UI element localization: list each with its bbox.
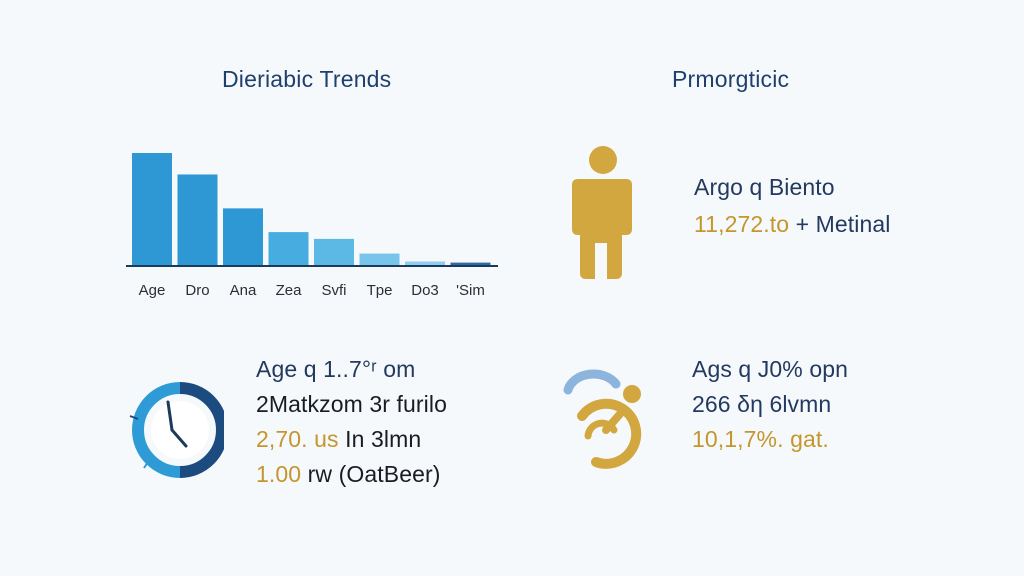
clock-stat-line-2: 2Matkzom 3r furilo bbox=[256, 391, 447, 417]
person-stat-value-line: 11,272.to + Metinal bbox=[694, 211, 890, 238]
bar-3 bbox=[268, 232, 309, 266]
bar-2 bbox=[223, 208, 263, 266]
bar-5 bbox=[359, 253, 400, 266]
clock-stat-line-3: 2,70. us In 3lmn bbox=[256, 426, 421, 453]
x-tick-label-5: Tpe bbox=[367, 282, 393, 299]
mobility-stat-line-2: 266 δη 6lvmn bbox=[692, 391, 832, 417]
bar-1 bbox=[177, 174, 218, 266]
trends-title: Dieriabic Trends bbox=[222, 66, 392, 92]
clock-stat-line-1: Age q 1..7°ʳ om bbox=[256, 356, 416, 382]
clock-icon bbox=[129, 382, 224, 478]
x-tick-label-3: Zea bbox=[276, 282, 303, 299]
person-stat-label: Argo q Biento bbox=[694, 174, 835, 200]
bar-6 bbox=[405, 261, 445, 266]
clock-stat-value-3: 2,70. us bbox=[256, 426, 339, 452]
x-tick-label-0: Age bbox=[139, 282, 166, 299]
bar-0 bbox=[132, 153, 172, 266]
clock-stat-value-4: 1.00 bbox=[256, 461, 302, 487]
x-tick-label-7: 'Sim bbox=[456, 282, 485, 299]
bars-group bbox=[132, 153, 491, 266]
person-icon bbox=[572, 146, 632, 279]
x-axis-labels: Age Dro Ana Zea Svfi Tpe Do3 'Sim bbox=[139, 282, 485, 299]
bar-4 bbox=[314, 238, 354, 266]
person-stat-suffix: + Metinal bbox=[789, 211, 891, 237]
x-tick-label-4: Svfi bbox=[321, 282, 346, 299]
person-stat-value: 11,272.to bbox=[694, 211, 790, 237]
clock-stat-line-4: 1.00 rw (OatBeer) bbox=[256, 461, 441, 488]
clock-stat-suffix-4: rw (OatBeer) bbox=[301, 461, 441, 487]
mobility-stat-line-3: 10,1,7%. gat. bbox=[692, 426, 829, 452]
x-tick-label-6: Do3 bbox=[411, 282, 439, 299]
x-tick-label-1: Dro bbox=[185, 282, 209, 299]
demographic-title: Prmorgticic bbox=[672, 66, 790, 92]
clock-stat-suffix-3: In 3lmn bbox=[338, 426, 422, 452]
x-tick-label-2: Ana bbox=[230, 282, 257, 299]
bar-7 bbox=[450, 262, 491, 266]
wheelchair-icon bbox=[563, 369, 642, 469]
mobility-stat-line-1: Ags q J0% opn bbox=[692, 356, 849, 382]
bar-chart: Age Dro Ana Zea Svfi Tpe Do3 'Sim bbox=[126, 153, 498, 299]
